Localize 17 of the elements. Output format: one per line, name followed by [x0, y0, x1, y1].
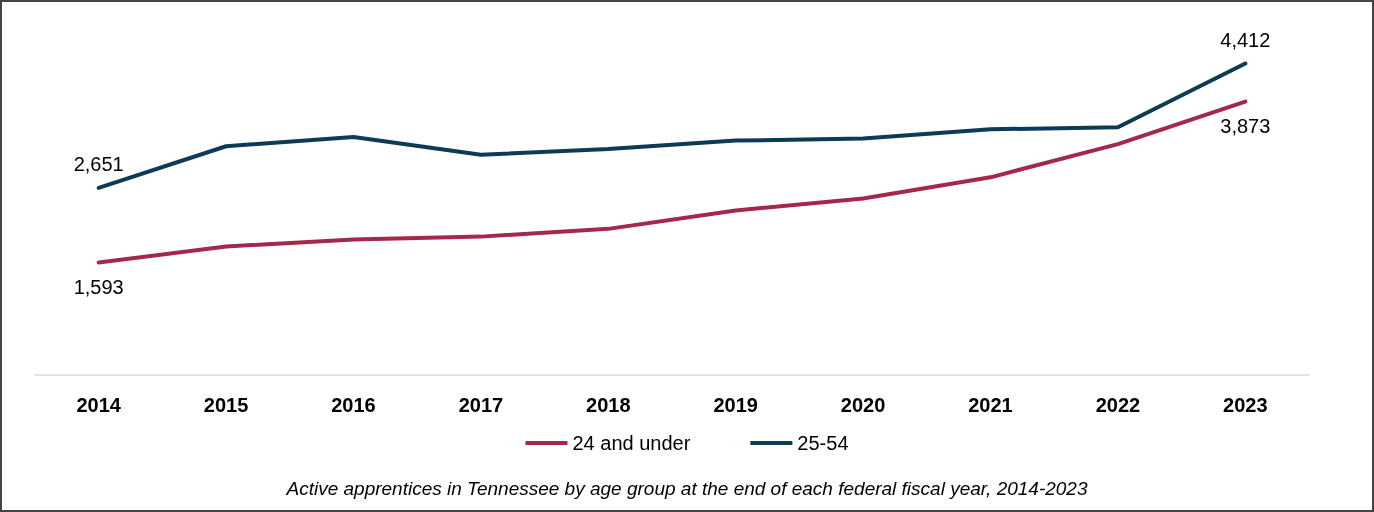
x-tick-label: 2017 — [458, 394, 504, 416]
legend-label: 25-54 — [797, 432, 849, 454]
x-tick-label: 2014 — [76, 394, 122, 416]
x-tick-label: 2016 — [331, 394, 376, 416]
data-label: 2,651 — [73, 152, 124, 175]
data-label: 4,412 — [1220, 28, 1271, 51]
x-tick-label: 2018 — [586, 394, 631, 416]
data-label: 1,593 — [73, 275, 124, 298]
x-tick-label: 2023 — [1223, 394, 1268, 416]
x-tick-label: 2020 — [840, 394, 886, 416]
text: Active apprentices in Tennessee by age group at the end of each federal fiscal year, 2014-2023 — [285, 478, 1089, 500]
x-tick-label: 2021 — [968, 394, 1013, 416]
data-label: 3,873 — [1220, 114, 1271, 137]
legend-label: 24 and under — [572, 432, 691, 454]
x-tick-label: 2019 — [713, 394, 758, 416]
x-tick-label: 2022 — [1095, 394, 1141, 416]
x-tick-label: 2015 — [203, 394, 249, 416]
